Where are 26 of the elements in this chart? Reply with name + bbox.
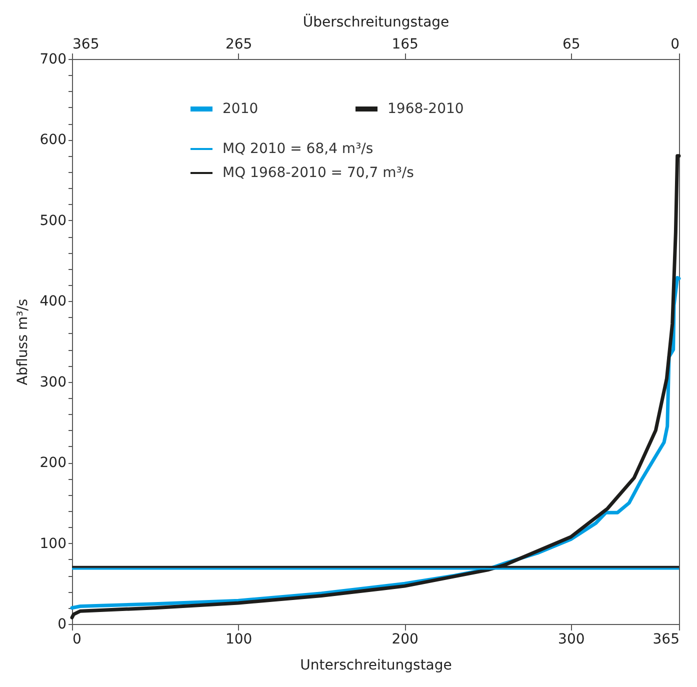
y-tick-label: 400 <box>40 294 66 310</box>
legend-label: MQ 2010 = 68,4 m³/s <box>222 141 374 157</box>
y-tick-label: 500 <box>40 212 66 229</box>
x-tick-label: 365 <box>652 632 680 648</box>
x2-tick-label: 165 <box>392 36 418 52</box>
line-series <box>70 154 681 620</box>
y-axis-title: Abfluss m³/s <box>14 298 31 386</box>
x-axis-title: Unterschreitungstage <box>300 658 452 674</box>
y-tick-label: 700 <box>40 52 66 68</box>
x-tick-label: 100 <box>225 632 252 648</box>
y-tick-label: 100 <box>40 536 66 552</box>
legend-label: 2010 <box>222 101 258 117</box>
legend-label: MQ 1968-2010 = 70,7 m³/s <box>222 165 414 181</box>
y-tick-label: 0 <box>58 616 66 632</box>
y-tick-label: 600 <box>40 132 66 148</box>
x2-axis-title: Überschreitungstage <box>302 14 450 30</box>
x2-tick-label: 0 <box>670 36 680 52</box>
y-tick-label: 300 <box>40 374 66 390</box>
x2-tick-label: 265 <box>225 36 252 52</box>
y-tick-label: 200 <box>40 455 66 472</box>
x2-tick-label: 65 <box>562 36 580 52</box>
x2-tick-label: 365 <box>72 36 100 52</box>
x-tick-label: 200 <box>392 632 418 648</box>
x-tick-label: 300 <box>558 632 585 648</box>
legend-label: 1968-2010 <box>388 101 464 117</box>
x-tick-label: 0 <box>72 632 82 648</box>
